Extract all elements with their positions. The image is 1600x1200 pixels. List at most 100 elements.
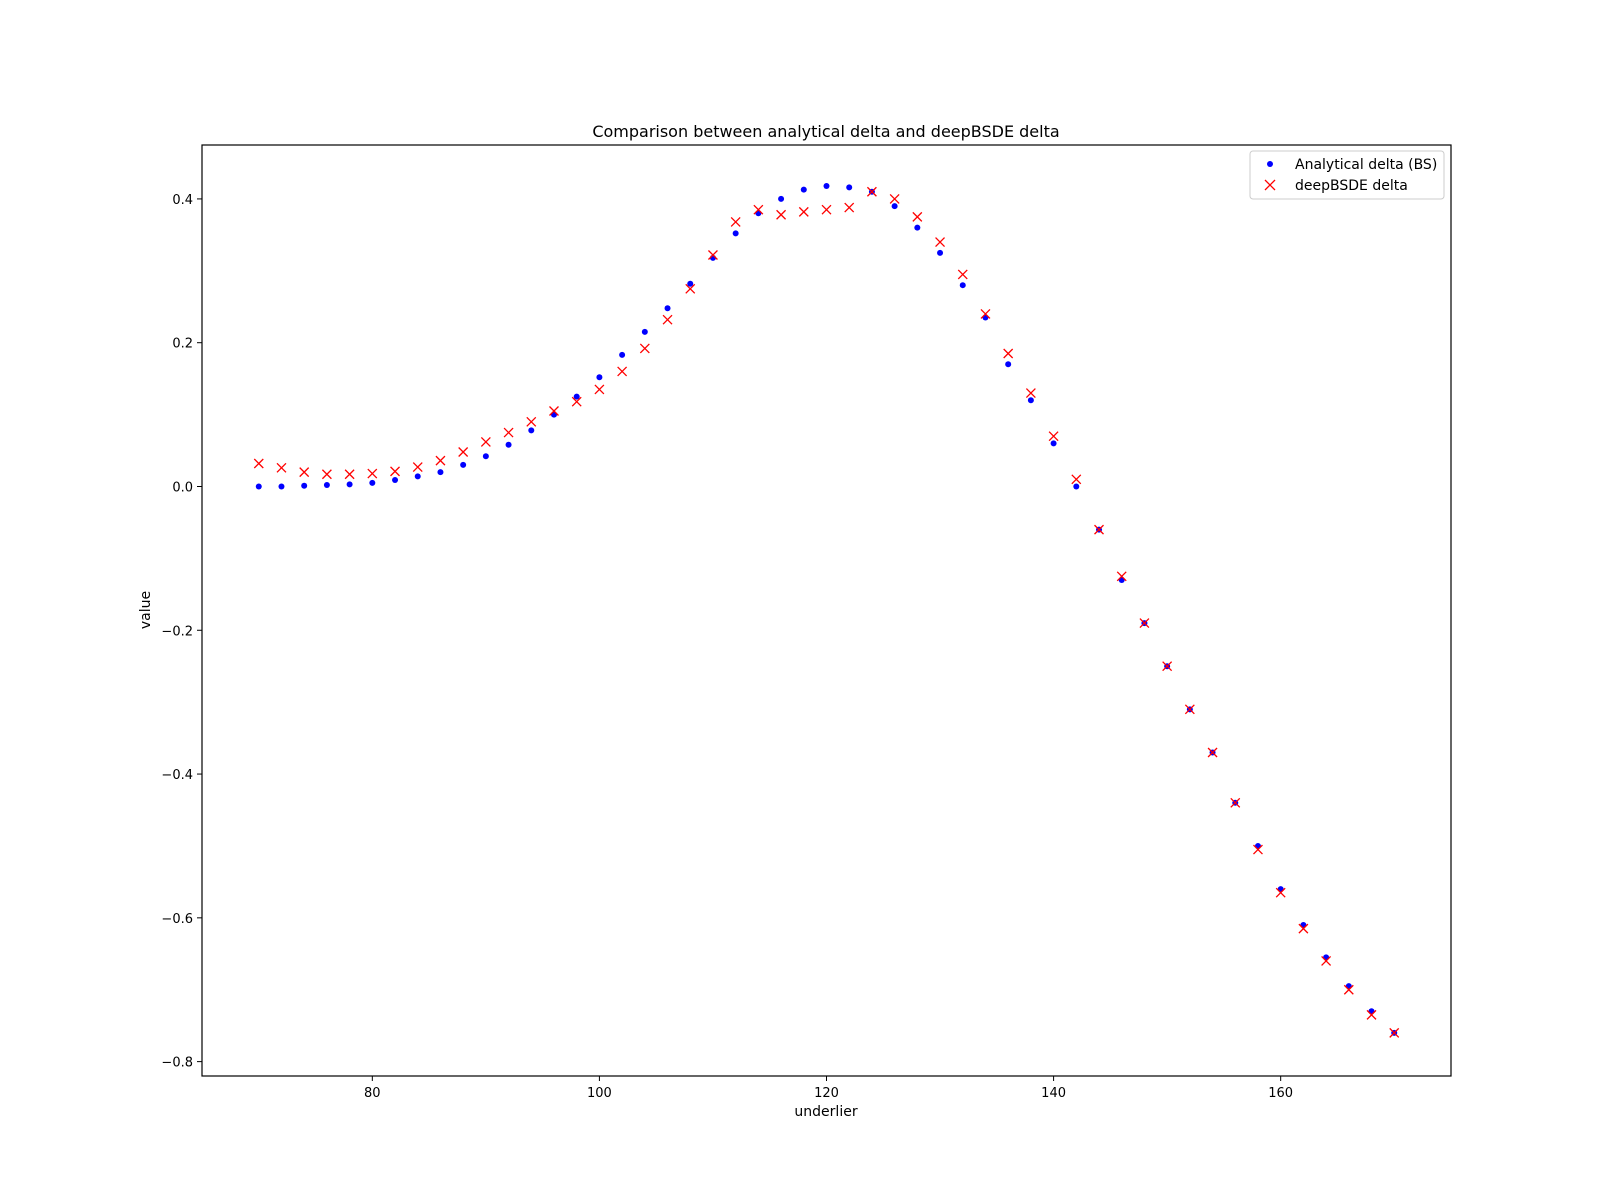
y-tick-label: 0.0: [172, 480, 193, 495]
y-tick-label: −0.6: [161, 912, 193, 927]
analytical-point: [346, 481, 353, 488]
analytical-point: [596, 374, 603, 381]
deepbsde-point: [321, 469, 332, 480]
legend-analytical-marker: [1267, 161, 1273, 167]
deepbsde-point: [1116, 571, 1127, 582]
deepbsde-point: [458, 447, 469, 457]
deepbsde-point: [1343, 984, 1354, 995]
legend-deepbsde-marker: [1264, 179, 1276, 191]
deepbsde-point: [1162, 661, 1173, 672]
deepbsde-point: [753, 204, 764, 215]
y-axis: −0.8 −0.6 −0.4 −0.2 0.0 0.2 0.4: [161, 193, 202, 1071]
analytical-point: [619, 351, 626, 358]
deepbsde-point: [503, 427, 514, 438]
deepbsde-series: [253, 186, 1400, 1038]
deepbsde-point: [707, 250, 718, 260]
legend-box: [1249, 150, 1445, 200]
deepbsde-point: [1025, 388, 1036, 398]
deepbsde-point: [776, 209, 787, 220]
deepbsde-point: [276, 462, 287, 473]
analytical-point: [392, 477, 399, 484]
deepbsde-point: [390, 466, 400, 477]
analytical-point: [687, 280, 694, 287]
analytical-point: [323, 482, 330, 489]
deepbsde-point: [662, 314, 673, 325]
deepbsde-point: [594, 384, 605, 395]
chart-title: Comparison between analytical delta and …: [592, 122, 1059, 141]
deepbsde-point: [639, 343, 650, 354]
analytical-point: [482, 453, 489, 460]
analytical-point: [255, 483, 262, 490]
deepbsde-point: [980, 308, 991, 319]
analytical-point: [460, 461, 467, 468]
x-tick-label: 80: [364, 1086, 381, 1101]
deepbsde-point: [1389, 1027, 1400, 1038]
x-tick-label: 160: [1268, 1086, 1293, 1101]
x-tick-label: 140: [1041, 1086, 1066, 1101]
deepbsde-point: [1366, 1009, 1377, 1020]
analytical-point: [800, 186, 807, 193]
deepbsde-point: [367, 468, 378, 479]
legend-deepbsde-label: deepBSDE delta: [1295, 178, 1408, 194]
x-axis-label: underlier: [794, 1104, 857, 1120]
analytical-point: [437, 469, 444, 476]
analytical-point: [278, 483, 285, 490]
analytical-point: [914, 224, 921, 231]
deepbsde-point: [253, 458, 264, 469]
deepbsde-point: [957, 269, 968, 280]
deepbsde-point: [571, 396, 582, 407]
deepbsde-point: [1321, 956, 1332, 966]
y-tick-label: 0.2: [172, 337, 193, 352]
deepbsde-point: [1207, 747, 1218, 758]
deepbsde-point: [798, 206, 809, 217]
deepbsde-point: [1094, 524, 1104, 535]
y-tick-label: −0.4: [161, 768, 193, 783]
deepbsde-point: [912, 211, 923, 222]
legend-analytical-label: Analytical delta (BS): [1295, 157, 1437, 173]
analytical-point: [891, 203, 898, 210]
deepbsde-point: [1275, 887, 1286, 898]
analytical-point: [937, 249, 944, 256]
analytical-point: [1050, 440, 1057, 447]
analytical-point: [1073, 483, 1080, 490]
y-tick-label: −0.2: [161, 624, 193, 639]
deepbsde-point: [1139, 618, 1150, 629]
deepbsde-point: [935, 237, 946, 248]
deepbsde-point: [889, 193, 900, 204]
x-tick-label: 100: [587, 1086, 612, 1101]
analytical-point: [414, 473, 421, 480]
y-axis-label: value: [138, 591, 154, 629]
analytical-point: [369, 479, 376, 486]
analytical-point: [846, 184, 853, 191]
deepbsde-point: [1230, 797, 1241, 808]
analytical-point: [641, 328, 648, 335]
deepbsde-point: [1298, 923, 1309, 934]
deepbsde-point: [480, 436, 491, 447]
plot-area: [253, 182, 1400, 1038]
analytical-point: [1027, 397, 1034, 404]
deepbsde-point: [412, 462, 423, 473]
analytical-point: [778, 195, 785, 202]
y-tick-label: 0.4: [172, 193, 193, 208]
analytical-point: [732, 230, 739, 237]
y-tick-label: −0.8: [161, 1056, 193, 1071]
deepbsde-point: [1184, 704, 1195, 715]
deepbsde-point: [730, 216, 741, 227]
deepbsde-point: [1071, 474, 1082, 485]
analytical-point: [823, 182, 830, 189]
analytical-point: [528, 427, 535, 434]
analytical-point: [959, 282, 966, 289]
legend: Analytical delta (BS) deepBSDE delta: [1249, 150, 1445, 200]
analytical-point: [301, 482, 308, 489]
deepbsde-point: [344, 469, 355, 480]
deepbsde-point: [1048, 431, 1059, 442]
analytical-point: [664, 305, 671, 312]
x-axis: 80 100 120 140 160: [364, 1076, 1293, 1101]
x-tick-label: 120: [814, 1086, 839, 1101]
deepbsde-point: [685, 283, 696, 294]
deepbsde-point: [299, 467, 310, 478]
deepbsde-point: [821, 204, 832, 215]
deepbsde-point: [844, 202, 855, 213]
